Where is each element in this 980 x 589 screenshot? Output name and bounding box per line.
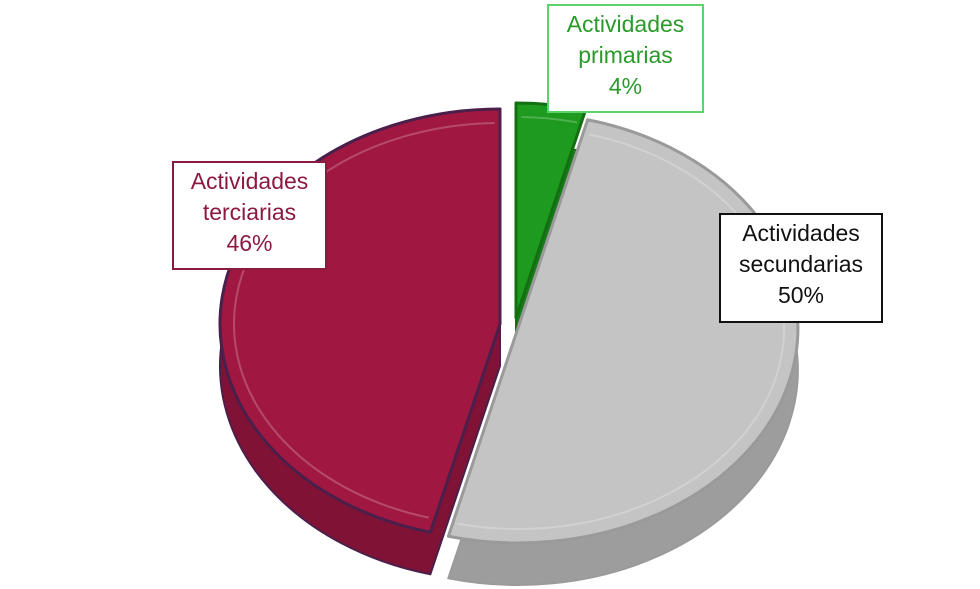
callout-value: 50% xyxy=(777,282,825,308)
callout-actividades-primarias: Actividades primarias 4% xyxy=(547,4,704,113)
pie-slice-bevel-0 xyxy=(521,116,578,124)
callout-value: 46% xyxy=(226,230,273,256)
callout-label-line-2: primarias xyxy=(578,42,673,68)
pie-slice-1 xyxy=(446,118,799,545)
callout-actividades-terciarias: Actividades terciarias 46% xyxy=(172,161,327,270)
callout-actividades-secundarias: Actividades secundarias 50% xyxy=(719,213,883,323)
callout-label-line-2: terciarias xyxy=(202,199,297,225)
callout-label-line-1: Actividades xyxy=(566,11,685,37)
callout-label-line-2: secundarias xyxy=(738,251,864,277)
pie-slice-bevel-1 xyxy=(456,133,785,530)
callout-label-line-1: Actividades xyxy=(742,220,860,246)
callout-value: 4% xyxy=(608,73,643,99)
pie-slice-bevel-2 xyxy=(233,122,495,519)
callout-label-line-1: Actividades xyxy=(190,168,309,194)
